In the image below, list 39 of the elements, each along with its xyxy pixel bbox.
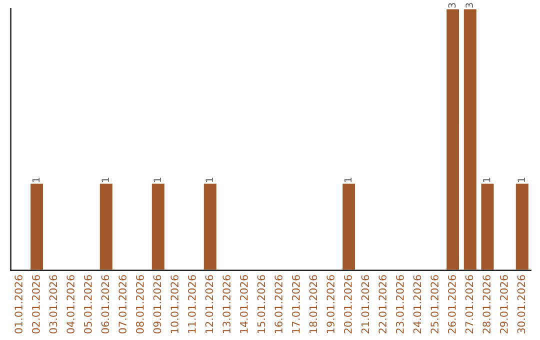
x-tick-label: 21.01.2026 [361, 275, 370, 334]
data-label: 1 [102, 178, 109, 182]
x-tick-label: 27.01.2026 [465, 275, 474, 334]
x-tick-label: 15.01.2026 [257, 275, 266, 333]
x-tick-label: 06.01.2026 [101, 275, 110, 334]
x-tick-label: 23.01.2026 [396, 275, 404, 334]
x-tick-label: 14.01.2026 [240, 275, 248, 333]
x-tick-label: 12.01.2026 [205, 275, 214, 333]
x-tick-label: 09.01.2026 [153, 275, 162, 334]
data-label: 1 [32, 178, 40, 182]
x-tick-label: 16.01.2026 [274, 275, 282, 333]
x-tick-label: 20.01.2026 [344, 275, 352, 334]
x-tick-label: 01.01.2026 [14, 275, 22, 334]
x-tick-label: 19.01.2026 [326, 275, 334, 333]
data-label: 1 [483, 178, 490, 182]
x-tick-label: 26.01.2026 [448, 275, 456, 334]
x-tick-label: 08.01.2026 [136, 275, 144, 334]
x-tick-label: 24.01.2026 [413, 275, 422, 334]
x-tick-label: 25.01.2026 [430, 275, 439, 334]
data-label: 1 [518, 178, 525, 182]
x-tick-label: 07.01.2026 [118, 275, 126, 334]
x-tick-label: 03.01.2026 [49, 275, 58, 334]
x-tick-label: 04.01.2026 [66, 275, 74, 334]
x-tick-label: 05.01.2026 [84, 275, 92, 334]
x-tick-label: 28.01.2026 [482, 275, 491, 334]
x-tick-label: 02.01.2026 [32, 275, 40, 334]
data-label: 3 [466, 3, 473, 8]
x-tick-label: 22.01.2026 [378, 275, 387, 334]
x-tick-label: 29.01.2026 [500, 275, 508, 334]
x-tick-label: 17.01.2026 [292, 275, 300, 333]
x-tick-label: 11.01.2026 [188, 275, 196, 333]
data-label: 1 [344, 178, 352, 182]
x-tick-label: 18.01.2026 [309, 275, 318, 333]
x-tick-label: 13.01.2026 [222, 275, 230, 333]
data-label: 1 [206, 178, 213, 182]
x-tick-label: 10.01.2026 [170, 275, 178, 333]
x-tick-label: 30.01.2026 [517, 275, 526, 334]
data-label: 1 [154, 178, 161, 182]
data-label: 3 [448, 3, 456, 8]
